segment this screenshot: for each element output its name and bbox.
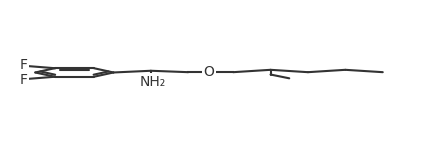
Text: F: F <box>20 58 28 72</box>
Text: O: O <box>204 65 214 79</box>
Text: NH₂: NH₂ <box>140 75 166 89</box>
Text: F: F <box>20 73 28 87</box>
